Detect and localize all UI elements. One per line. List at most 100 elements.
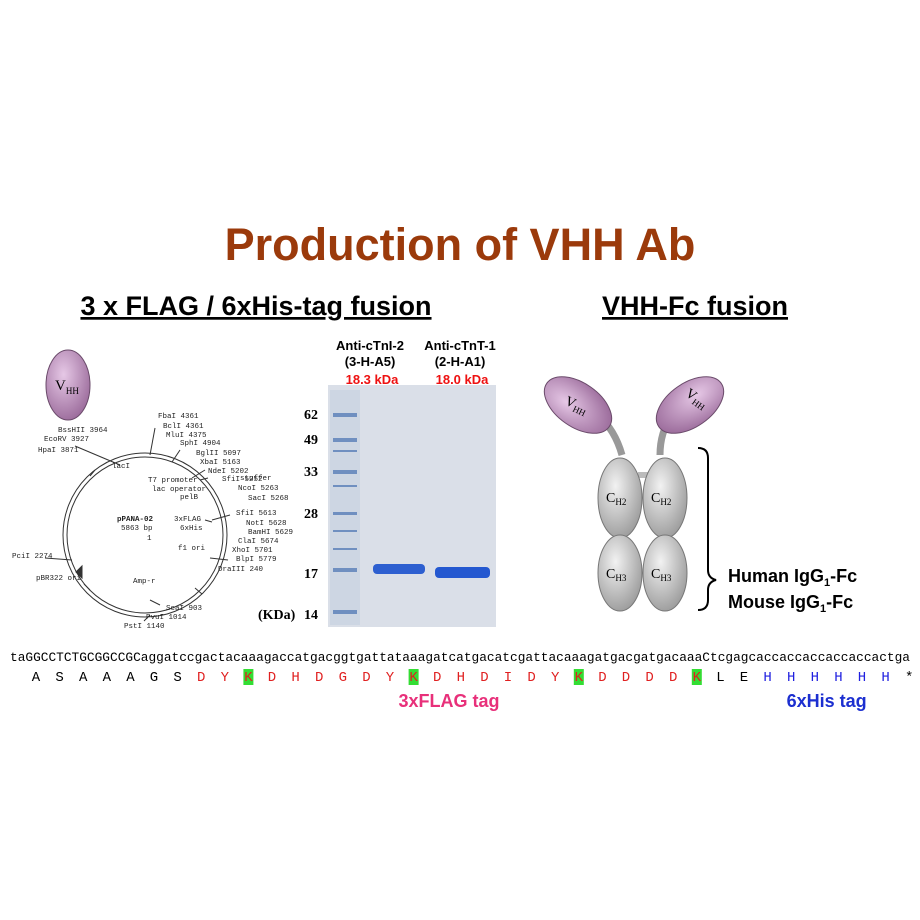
plasmid-label: EcoRV 3927 (44, 436, 89, 444)
residue: H (834, 670, 842, 686)
lane-size: 18.0 kDa (436, 372, 490, 387)
residue: D (197, 670, 205, 686)
residue: D (527, 670, 535, 686)
lane-clone: (3-H-A5) (345, 354, 396, 369)
residue: A (79, 670, 88, 686)
tag-label: 3xFLAG tag (398, 691, 499, 711)
residue-highlight (573, 669, 584, 685)
residue: Y (551, 670, 560, 686)
residue: Y (221, 670, 230, 686)
residue: H (787, 670, 795, 686)
vhh-label: VHH (55, 378, 79, 396)
residue: K (693, 670, 702, 686)
ch2-label-main: C (606, 491, 615, 506)
residue: D (645, 670, 653, 686)
residue: H (811, 670, 819, 686)
residue-highlight (691, 669, 702, 685)
residue: D (669, 670, 677, 686)
residue: H (763, 670, 771, 686)
marker-label: 62 (304, 408, 318, 423)
vhh-domain: VHH (45, 349, 91, 421)
residue: H (858, 670, 866, 686)
fc-format-post: -Fc (830, 566, 857, 586)
ch3-label-sub: H3 (615, 573, 626, 583)
plasmid-label: FbaI 4361 (158, 413, 199, 421)
ch3-label-main: C (651, 567, 660, 582)
residue: K (409, 670, 418, 686)
lane-name: Anti-cTnI-2 (336, 338, 404, 353)
plasmid-label: 6xHis (180, 525, 203, 533)
plasmid-label: SfiI 5252 (222, 476, 263, 484)
right-heading: VHH-Fc fusion (602, 291, 788, 321)
residue: G (339, 670, 347, 686)
plasmid-label: lac operator (152, 486, 206, 494)
residue: A (103, 670, 112, 686)
marker-unit: (KDa) (258, 608, 296, 623)
residue: D (433, 670, 441, 686)
plasmid-label: T7 promoter (148, 477, 198, 485)
lane-clone: (2-H-A1) (435, 354, 486, 369)
plasmid-label: PciI 2274 (12, 553, 53, 561)
fc-format: Human IgG1-Fc (728, 566, 857, 589)
residue-highlight (408, 669, 419, 685)
residue: H (457, 670, 465, 686)
fc-format-pre: Mouse IgG (728, 592, 820, 612)
residue: D (362, 670, 370, 686)
marker-label: 28 (304, 507, 318, 522)
ch2-label: CH2 (606, 491, 626, 507)
residue: Y (386, 670, 395, 686)
plasmid-label: SacI 5268 (248, 495, 289, 503)
marker-label: 14 (304, 608, 318, 623)
plasmid-label: BglII 5097 (196, 450, 241, 458)
ch3-label-main: C (606, 567, 615, 582)
residue: L (716, 670, 724, 686)
marker-label: 49 (304, 433, 318, 448)
residue: D (598, 670, 606, 686)
plasmid-name: pPANA-02 (117, 516, 154, 524)
ch2-label: CH2 (651, 491, 671, 507)
residue: A (126, 670, 135, 686)
plasmid-label: lacI (112, 463, 130, 471)
plasmid-label: HpaI 3871 (38, 447, 79, 455)
residue: E (740, 670, 748, 686)
ch2-label-sub: H2 (660, 497, 671, 507)
plasmid-label: XhoI 5701 (232, 547, 273, 555)
plasmid-label: 3xFLAG (174, 516, 202, 524)
plasmid-label: SphI 4904 (180, 440, 221, 448)
fc-format-pre: Human IgG (728, 566, 824, 586)
residue: I (504, 670, 512, 686)
ch2-label-main: C (651, 491, 660, 506)
marker-label: 17 (304, 567, 318, 582)
fc-format-post: -Fc (826, 592, 853, 612)
plasmid-label: NotI 5628 (246, 520, 287, 528)
residue: * (905, 670, 913, 686)
plasmid-label: Amp-r (133, 578, 156, 586)
residue: S (55, 670, 63, 686)
plasmid-label: pBR322 ori (36, 575, 82, 583)
residue: K (244, 670, 253, 686)
fc-format-sub: 1 (820, 603, 826, 615)
dna-sequence: taGGCCTCTGCGGCCGCaggatccgactacaaagaccatg… (10, 650, 910, 665)
plasmid-label: f1 ori (178, 545, 206, 553)
plasmid-label: stuffer (240, 475, 272, 483)
left-heading: 3 x FLAG / 6xHis-tag fusion (80, 291, 431, 321)
plasmid-label: ClaI 5674 (238, 538, 279, 546)
residue: H (881, 670, 889, 686)
plasmid-label: DraIII 240 (218, 566, 264, 574)
ch2-label-sub: H2 (615, 497, 626, 507)
residue-highlight (243, 669, 254, 685)
residue: D (622, 670, 630, 686)
residue: A (32, 670, 41, 686)
plasmid-label: SfiI 5613 (236, 510, 277, 518)
plasmid-map (44, 427, 231, 622)
lane-size: 18.3 kDa (346, 372, 400, 387)
plasmid-label: PstI 1140 (124, 623, 165, 631)
plasmid-label: PvuI 1014 (146, 614, 187, 622)
residue: H (291, 670, 299, 686)
fc-format: Mouse IgG1-Fc (728, 592, 853, 615)
residue: D (268, 670, 276, 686)
plasmid-label: XbaI 5163 (200, 459, 241, 467)
ch3-label: CH3 (651, 567, 672, 583)
residue: S (173, 670, 181, 686)
